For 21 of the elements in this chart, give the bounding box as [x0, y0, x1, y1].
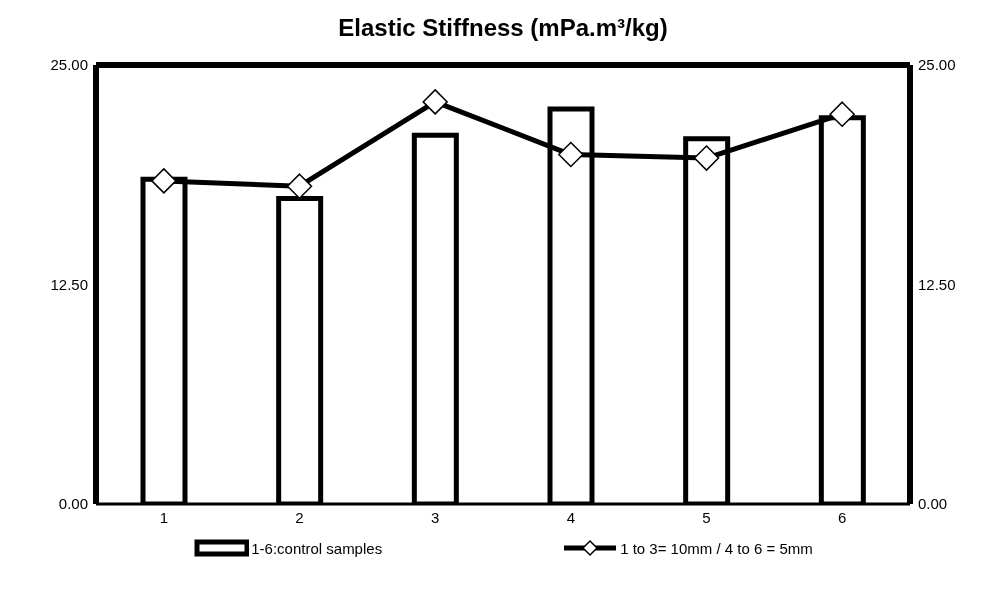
x-tick-label: 4 [566, 508, 576, 526]
point [693, 145, 720, 171]
legend-label: 1-6:control samples [251, 539, 383, 557]
point [422, 89, 448, 115]
y2-tick-label: 0.00 [918, 495, 948, 513]
point [286, 173, 313, 199]
x-tick-label: 1 [159, 508, 169, 526]
x-tick-label: 6 [837, 508, 847, 526]
y-tick-label: 0.00 [58, 495, 88, 513]
y-tick-label: 12.50 [50, 275, 88, 293]
x-tick-label: 2 [295, 508, 304, 526]
point [151, 168, 177, 194]
y2-tick-label: 12.50 [918, 275, 956, 293]
chart-title: Elastic Stiffness (mPa.m³/kg) [337, 14, 669, 43]
x-tick-label: 3 [430, 508, 440, 526]
point [829, 101, 855, 127]
point [558, 141, 584, 168]
legend-label: 1 to 3= 10mm / 4 to 6 = 5mm [620, 539, 813, 557]
x-tick-label: 5 [702, 508, 711, 526]
y-tick-label: 25.00 [50, 56, 88, 74]
y2-tick-label: 25.00 [918, 56, 956, 74]
